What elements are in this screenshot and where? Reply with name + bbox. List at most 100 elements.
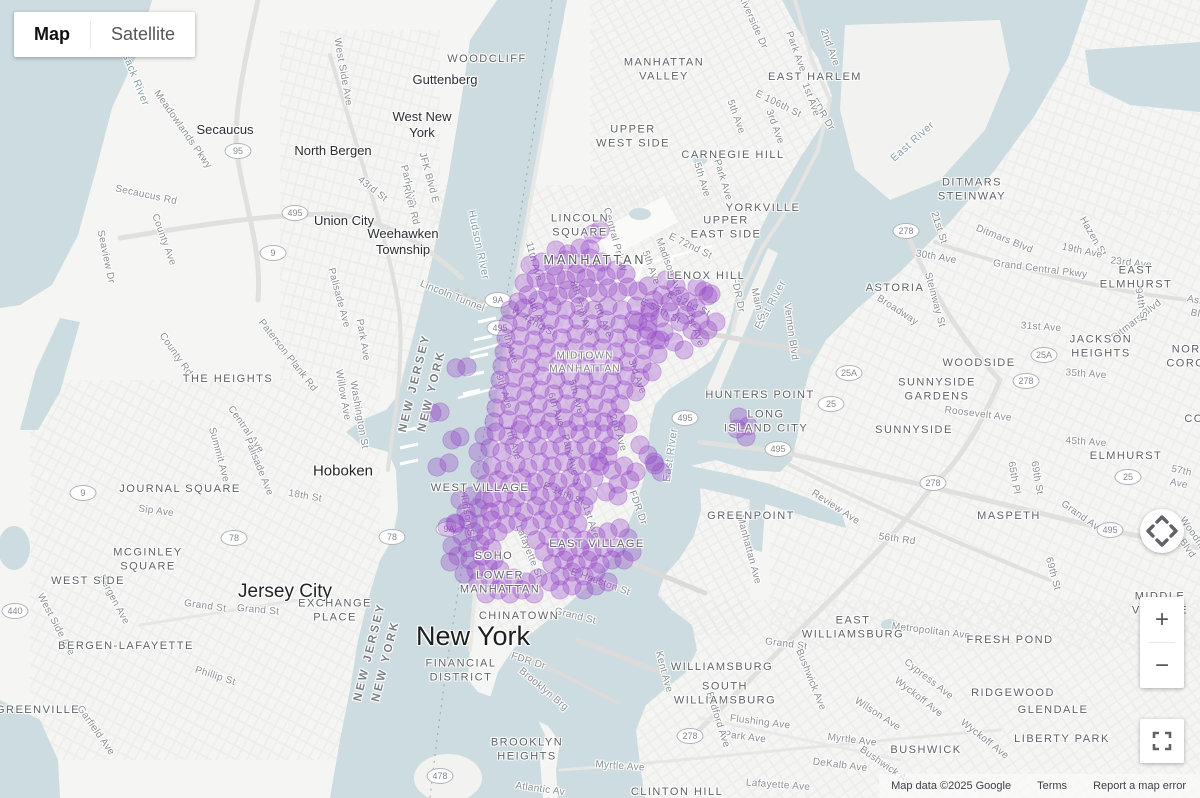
road-label: Manhattan Ave: [734, 514, 764, 586]
place-label: LENOX HILL: [666, 270, 746, 283]
route-shield: 278: [919, 475, 947, 491]
roads-layer: [117, 0, 1200, 772]
road-label: 2nd Ave: [818, 27, 842, 68]
zoom-in-button[interactable]: +: [1140, 597, 1184, 642]
data-point: [474, 426, 494, 446]
data-point: [480, 438, 500, 458]
data-point: [446, 358, 466, 378]
pan-control[interactable]: [1140, 509, 1184, 553]
data-point: [470, 534, 490, 554]
route-shield: 25: [817, 396, 845, 412]
data-point: [552, 328, 572, 348]
data-point: [604, 356, 624, 376]
road-label: Vernon Blvd: [781, 302, 801, 361]
data-point: [554, 486, 574, 506]
road-label: JFK Blvd E: [416, 151, 441, 205]
route-shield: 9A: [484, 292, 512, 308]
data-point: [729, 407, 749, 427]
data-point: [556, 394, 576, 414]
data-point: [586, 380, 606, 400]
data-point: [592, 252, 612, 272]
road-label: Secaucus Rd: [114, 183, 179, 208]
data-point: [616, 366, 636, 386]
data-point: [450, 427, 470, 447]
place-label: WEST SIDE: [51, 575, 125, 588]
data-point: [442, 430, 462, 450]
data-point: [606, 342, 626, 362]
data-point: [544, 514, 564, 534]
data-point: [464, 522, 484, 542]
data-point: [526, 530, 546, 550]
place-label: MASPETH: [977, 510, 1041, 523]
road-label: 1st Ave: [799, 81, 822, 118]
place-label: HUNTERS POINT: [705, 389, 815, 402]
data-point: [645, 455, 665, 475]
data-point: [558, 380, 578, 400]
road-label: Hudson St: [457, 489, 477, 541]
data-point: [698, 286, 718, 306]
data-point: [590, 456, 610, 476]
map-button[interactable]: Map: [14, 12, 90, 57]
data-point: [690, 310, 710, 330]
data-point: [568, 310, 588, 330]
avenue-lines: [457, 231, 713, 487]
road-label: FDR Dr: [626, 489, 649, 527]
place-label: LIBERTY PARK: [1014, 733, 1110, 746]
data-point: [570, 296, 590, 316]
data-point: [574, 370, 594, 390]
data-point: [568, 284, 588, 304]
data-point: [562, 500, 582, 520]
report-error-link[interactable]: Report a map error: [1093, 780, 1186, 792]
road-label: Sip Ave: [137, 503, 175, 520]
data-point: [654, 322, 674, 342]
fullscreen-button[interactable]: [1140, 719, 1184, 763]
satellite-button[interactable]: Satellite: [91, 12, 195, 57]
data-point: [446, 514, 466, 534]
data-point: [568, 254, 588, 274]
map-data-credit: Map data ©2025 Google: [891, 780, 1012, 792]
data-point: [532, 366, 552, 386]
place-label: WOODSIDE: [942, 357, 1016, 370]
data-point: [518, 458, 538, 478]
data-point: [588, 283, 608, 303]
data-point: [566, 264, 586, 284]
data-point: [640, 298, 660, 318]
road-label: Grand St: [236, 602, 280, 618]
data-point: [524, 584, 544, 604]
road-label: 2nd Ave: [606, 412, 629, 453]
data-point: [516, 572, 536, 592]
state-label: NEW YORK: [369, 618, 402, 704]
data-point: [508, 340, 528, 360]
data-point: [548, 472, 568, 492]
road-label: Lincoln Tunnel: [418, 278, 487, 315]
data-point: [570, 538, 590, 558]
data-point: [588, 366, 608, 386]
data-point: [504, 436, 524, 456]
data-point: [618, 414, 638, 434]
data-point: [526, 268, 546, 288]
road-label: 35th Ave: [1065, 367, 1107, 382]
route-shield: 25: [1114, 469, 1142, 485]
data-point: [694, 281, 714, 301]
data-point: [528, 568, 548, 588]
data-point: [678, 292, 698, 312]
data-point: [528, 394, 548, 414]
data-point: [736, 427, 756, 447]
road-label: Ditmars Blvd: [1109, 297, 1164, 344]
data-point: [500, 474, 520, 494]
data-point: [606, 260, 626, 280]
data-point: [566, 482, 586, 502]
road-label: Steinway St: [922, 271, 948, 329]
data-point: [538, 324, 558, 344]
place-label: LINCOLN SQUARE: [550, 212, 610, 238]
zoom-out-button[interactable]: −: [1140, 643, 1184, 688]
route-shield: 9A: [435, 521, 463, 537]
data-point: [588, 452, 608, 472]
data-point: [474, 490, 494, 510]
terms-link[interactable]: Terms: [1037, 780, 1068, 792]
attribution-bar: Map data ©2025 Google Terms Report a map…: [879, 774, 1200, 798]
data-point: [648, 344, 668, 364]
road-label: 23rd Ave: [1109, 255, 1153, 272]
road-label: Main St: [748, 287, 767, 325]
